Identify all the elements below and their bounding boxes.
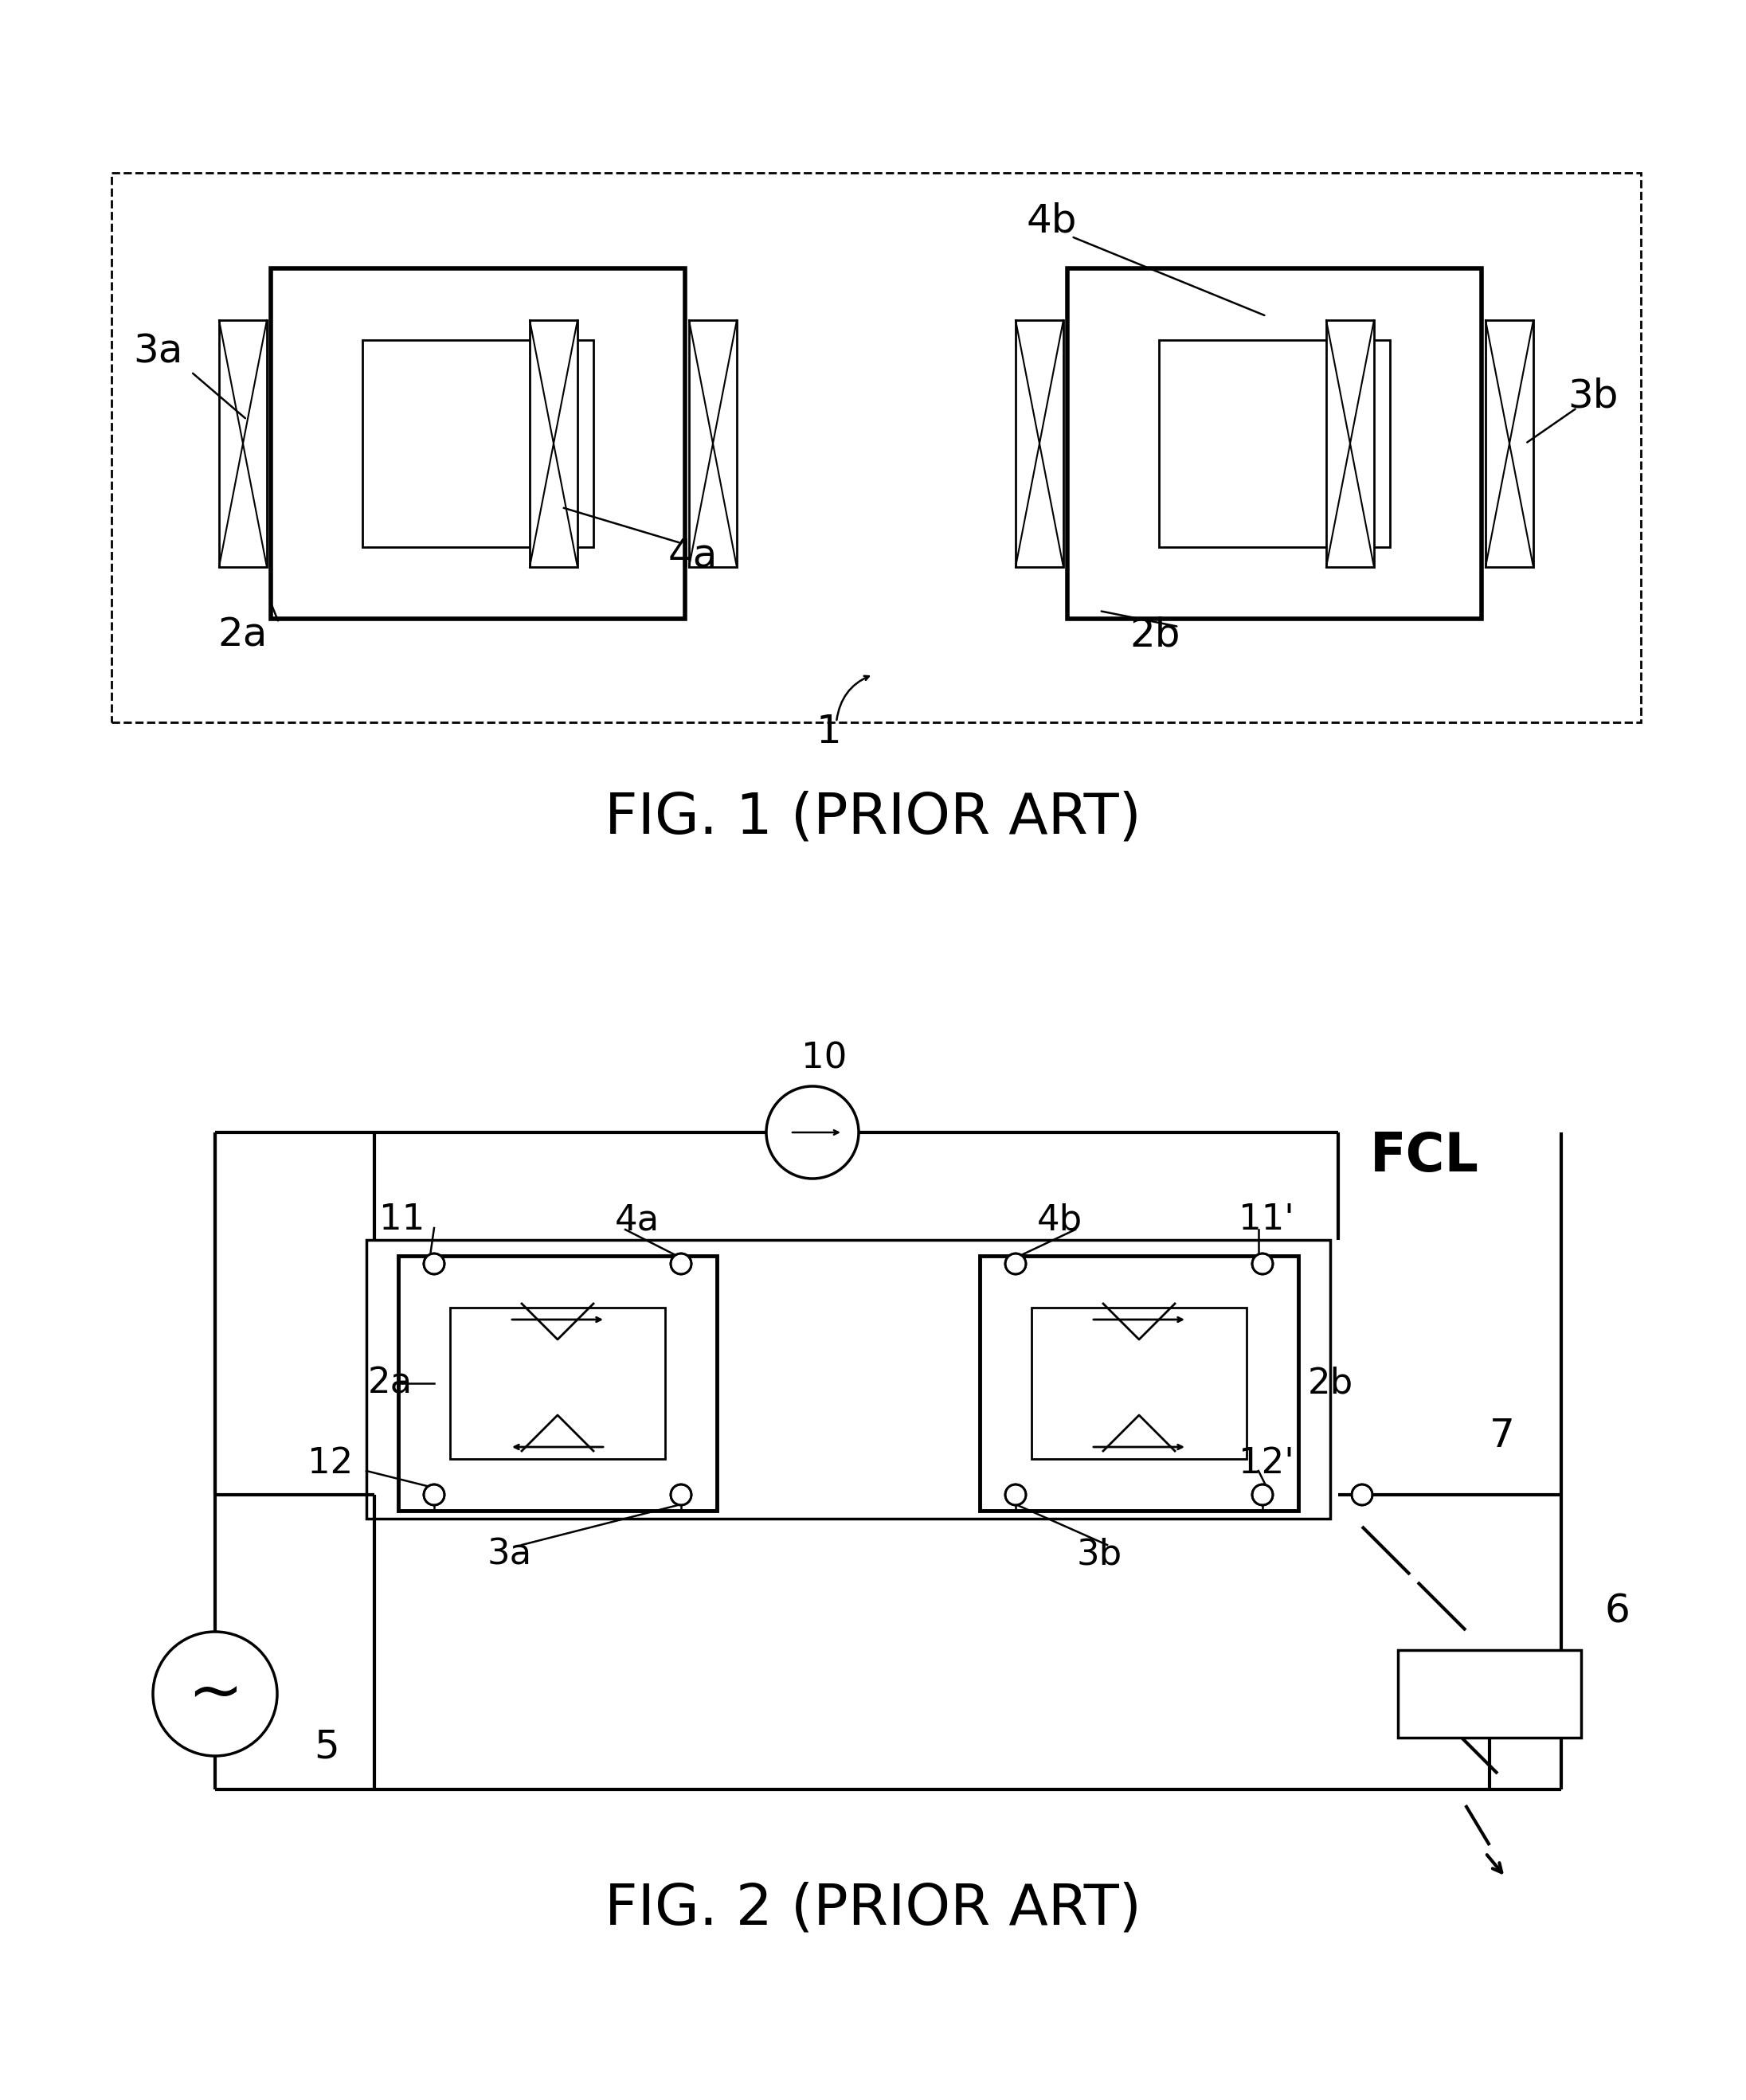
- Circle shape: [1252, 1254, 1273, 1275]
- Text: 1: 1: [815, 712, 842, 752]
- Text: 2a: 2a: [368, 1367, 412, 1401]
- Bar: [690, 319, 737, 567]
- Bar: [980, 1256, 1299, 1510]
- Text: 2b: 2b: [1308, 1367, 1353, 1401]
- Bar: [1327, 319, 1374, 567]
- Bar: [1016, 319, 1063, 567]
- Bar: [363, 340, 594, 548]
- Bar: [1399, 1651, 1582, 1737]
- Bar: [367, 1239, 1330, 1518]
- Bar: [450, 1308, 665, 1459]
- Text: 4a: 4a: [669, 536, 718, 573]
- Circle shape: [424, 1254, 445, 1275]
- Bar: [1159, 340, 1390, 548]
- Text: LOAD: LOAD: [1430, 1674, 1550, 1714]
- Text: 2a: 2a: [218, 615, 267, 653]
- Circle shape: [424, 1485, 445, 1506]
- Text: 10: 10: [801, 1042, 847, 1075]
- Text: 2b: 2b: [1130, 615, 1180, 653]
- Text: 4a: 4a: [615, 1203, 660, 1237]
- Text: 4b: 4b: [1027, 202, 1077, 239]
- Bar: [218, 319, 267, 567]
- Text: FIG. 1 (PRIOR ART): FIG. 1 (PRIOR ART): [604, 790, 1142, 846]
- Text: 3b: 3b: [1077, 1537, 1123, 1571]
- Bar: [529, 319, 578, 567]
- Text: FCL: FCL: [1371, 1130, 1479, 1182]
- Circle shape: [670, 1254, 691, 1275]
- Circle shape: [1006, 1485, 1027, 1506]
- Bar: [112, 172, 1641, 722]
- Circle shape: [1006, 1254, 1027, 1275]
- Text: 11: 11: [379, 1203, 424, 1237]
- Circle shape: [670, 1485, 691, 1506]
- Text: 5: 5: [314, 1728, 339, 1766]
- Text: 11': 11': [1238, 1203, 1294, 1237]
- Bar: [1067, 269, 1482, 620]
- Text: 12: 12: [307, 1445, 353, 1480]
- Bar: [271, 269, 684, 620]
- Circle shape: [1351, 1485, 1372, 1506]
- Bar: [1486, 319, 1533, 567]
- Text: ~: ~: [187, 1661, 243, 1726]
- Text: 12': 12': [1238, 1445, 1294, 1480]
- Bar: [398, 1256, 718, 1510]
- Text: 6: 6: [1605, 1592, 1631, 1630]
- Text: 3a: 3a: [487, 1537, 533, 1571]
- Text: 3b: 3b: [1568, 376, 1619, 416]
- Text: 4b: 4b: [1037, 1203, 1083, 1237]
- Text: 7: 7: [1489, 1418, 1516, 1455]
- Text: 3a: 3a: [133, 334, 183, 372]
- Text: FIG. 2 (PRIOR ART): FIG. 2 (PRIOR ART): [604, 1882, 1142, 1936]
- Circle shape: [1252, 1485, 1273, 1506]
- Bar: [1032, 1308, 1247, 1459]
